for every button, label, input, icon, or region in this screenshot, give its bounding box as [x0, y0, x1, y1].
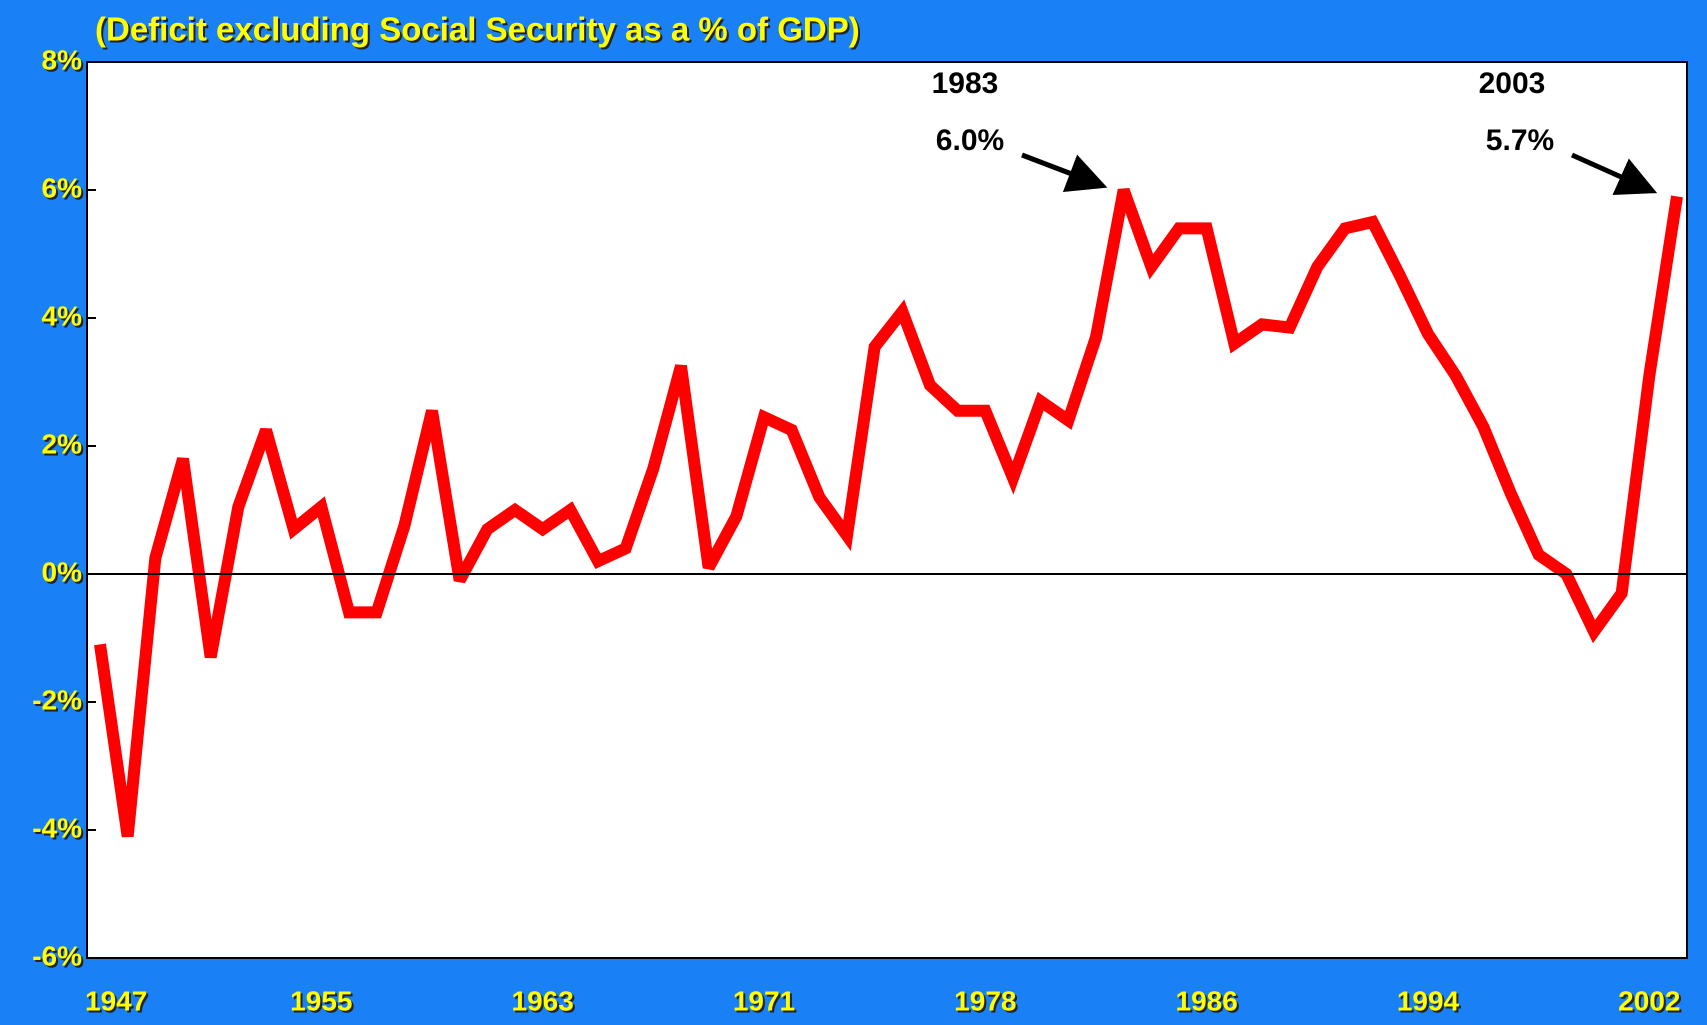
- annotation: 5.7%: [1486, 124, 1554, 157]
- x-tick-label: 1986: [1176, 985, 1238, 1016]
- plot-area: [86, 61, 1688, 959]
- y-tick-label: 8%: [42, 44, 83, 75]
- y-tick-label: 6%: [42, 172, 83, 203]
- x-tick-label: 1955: [290, 985, 352, 1016]
- y-tick-label: 2%: [42, 428, 83, 459]
- y-tick-label: -6%: [32, 940, 82, 971]
- arrow: [1021, 152, 1108, 192]
- annotation: 1983: [932, 67, 999, 100]
- x-tick-label: 1971: [733, 985, 795, 1016]
- y-tick-label: 4%: [42, 300, 83, 331]
- x-tick-label: 1978: [954, 985, 1016, 1016]
- x-tick-label: 1947: [85, 985, 147, 1016]
- x-tick-label: 1994: [1397, 985, 1460, 1016]
- arrow: [1570, 152, 1658, 196]
- x-tick-label: 1963: [512, 985, 574, 1016]
- x-tick-label: 2002: [1618, 985, 1680, 1016]
- line-series: [94, 187, 1683, 838]
- y-tick-label: -4%: [32, 812, 82, 843]
- y-tick-label: 0%: [42, 556, 83, 587]
- y-tick-label: -2%: [32, 684, 82, 715]
- chart-title: (Deficit excluding Social Security as a …: [95, 11, 860, 48]
- annotation: 6.0%: [936, 124, 1004, 157]
- annotation: 2003: [1479, 67, 1546, 100]
